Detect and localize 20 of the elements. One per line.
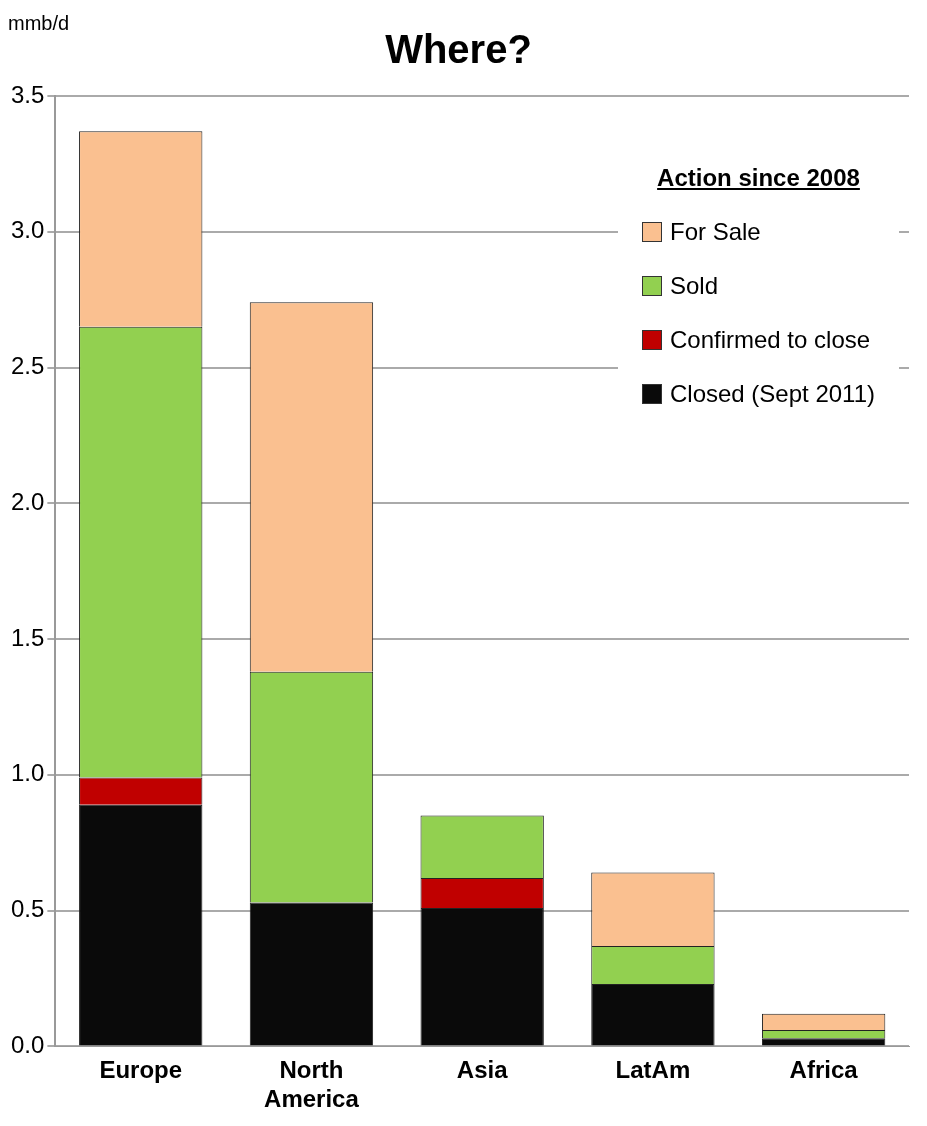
chart-title: Where?	[385, 27, 532, 72]
x-tick-label: Africa	[789, 1056, 859, 1084]
y-tick-label: 0.5	[10, 895, 45, 923]
y-tick-label: 1.5	[10, 623, 45, 651]
x-tick-label: North America	[264, 1056, 360, 1113]
x-tick-label: Asia	[456, 1056, 509, 1084]
legend-label: Confirmed to close	[669, 326, 871, 354]
y-tick-label: 0.0	[10, 1031, 45, 1059]
legend-label: For Sale	[669, 218, 761, 246]
y-tick-label: 3.5	[10, 80, 45, 108]
legend-title: Action since 2008	[656, 164, 861, 192]
y-tick-label: 2.0	[10, 487, 45, 515]
x-tick-label: Europe	[99, 1056, 183, 1084]
y-axis-title: mmb/d	[8, 12, 70, 35]
x-tick-label: LatAm	[615, 1056, 691, 1084]
legend-label: Sold	[669, 272, 719, 300]
legend-label: Closed (Sept 2011)	[669, 380, 875, 408]
y-tick-label: 3.0	[10, 216, 45, 244]
y-tick-label: 1.0	[10, 759, 45, 787]
y-tick-label: 2.5	[10, 352, 45, 380]
